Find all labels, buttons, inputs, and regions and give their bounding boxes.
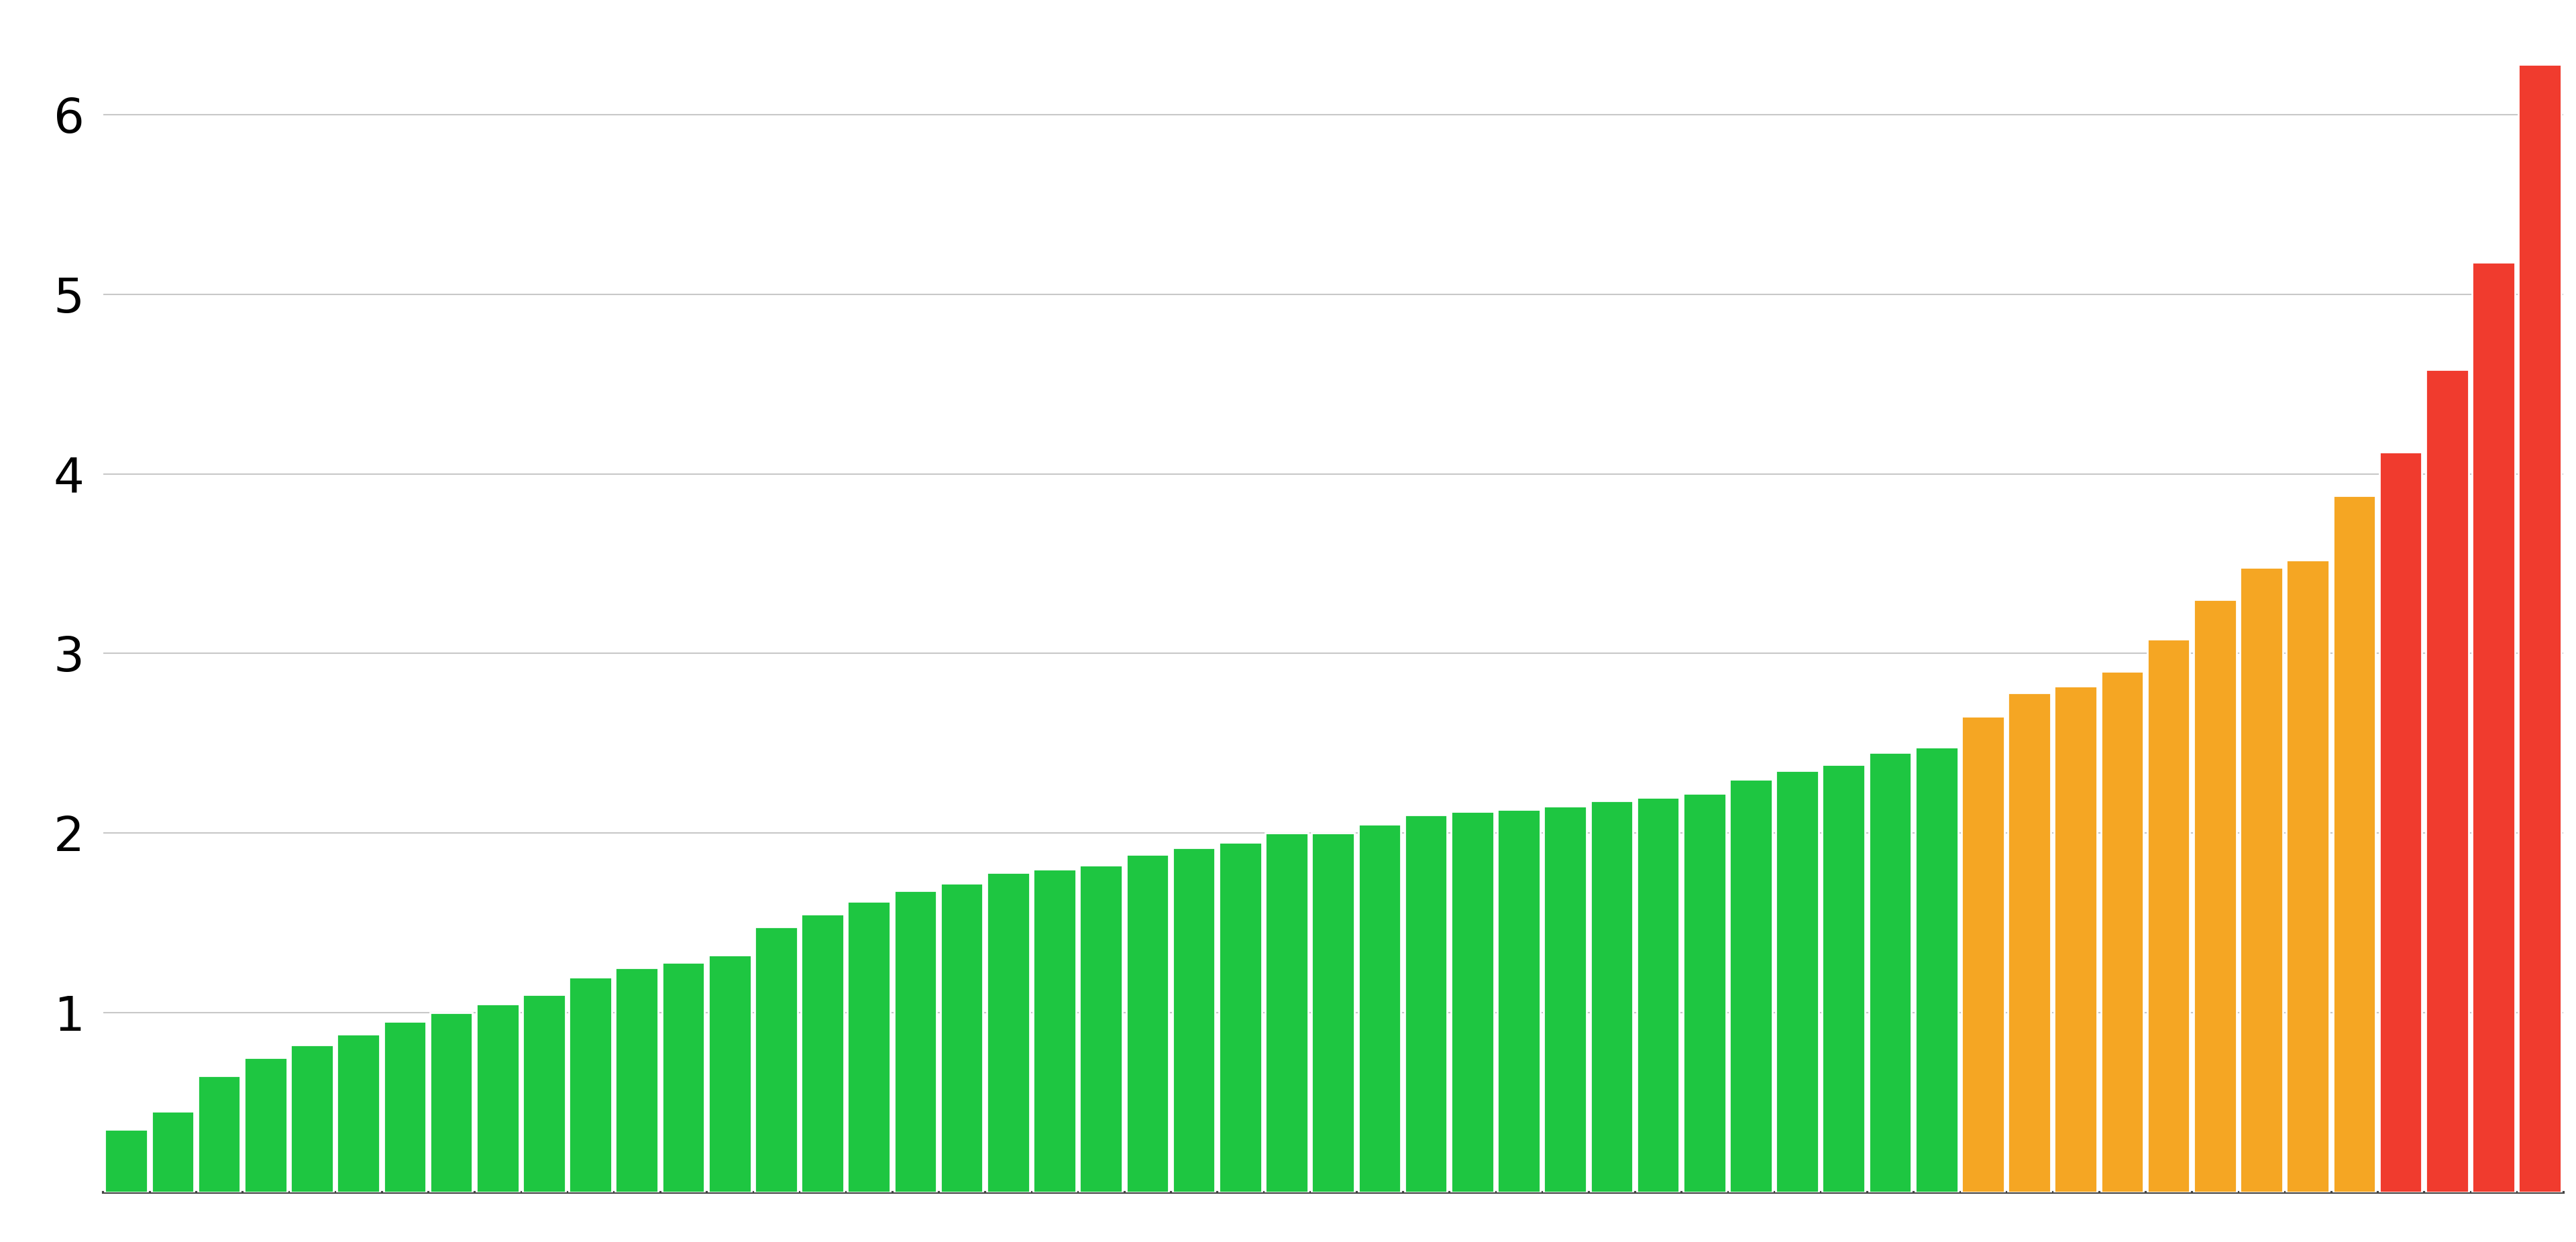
Bar: [1497, 810, 1540, 1192]
Bar: [1218, 842, 1262, 1192]
Bar: [1265, 833, 1309, 1192]
Bar: [2519, 65, 2561, 1192]
Bar: [337, 1035, 379, 1192]
Bar: [987, 873, 1030, 1192]
Bar: [430, 1012, 471, 1192]
Bar: [291, 1045, 332, 1192]
Bar: [2007, 693, 2050, 1192]
Bar: [894, 891, 938, 1192]
Bar: [1543, 806, 1587, 1192]
Bar: [755, 927, 799, 1192]
Bar: [616, 968, 659, 1192]
Bar: [1079, 866, 1123, 1192]
Bar: [1450, 811, 1494, 1192]
Bar: [940, 883, 984, 1192]
Bar: [1868, 753, 1911, 1192]
Bar: [384, 1022, 425, 1192]
Bar: [662, 963, 706, 1192]
Bar: [2473, 262, 2514, 1192]
Bar: [2056, 686, 2097, 1192]
Bar: [198, 1076, 240, 1192]
Bar: [1172, 847, 1216, 1192]
Bar: [245, 1058, 286, 1192]
Bar: [152, 1112, 193, 1192]
Bar: [1311, 833, 1355, 1192]
Bar: [2334, 496, 2375, 1192]
Bar: [2241, 568, 2282, 1192]
Bar: [1126, 854, 1170, 1192]
Bar: [801, 914, 845, 1192]
Bar: [106, 1129, 147, 1192]
Bar: [2195, 600, 2236, 1192]
Bar: [2427, 370, 2468, 1192]
Bar: [2287, 560, 2329, 1192]
Bar: [1404, 815, 1448, 1192]
Bar: [569, 976, 611, 1192]
Bar: [477, 1004, 518, 1192]
Bar: [1821, 765, 1865, 1192]
Bar: [2102, 672, 2143, 1192]
Bar: [1033, 869, 1077, 1192]
Bar: [523, 995, 564, 1192]
Bar: [1682, 794, 1726, 1192]
Bar: [1914, 746, 1958, 1192]
Bar: [1960, 717, 2004, 1192]
Bar: [1358, 825, 1401, 1192]
Bar: [2148, 640, 2190, 1192]
Bar: [1589, 801, 1633, 1192]
Bar: [848, 902, 891, 1192]
Bar: [1636, 797, 1680, 1192]
Bar: [708, 955, 752, 1192]
Bar: [2380, 452, 2421, 1192]
Bar: [1728, 779, 1772, 1192]
Bar: [1775, 770, 1819, 1192]
